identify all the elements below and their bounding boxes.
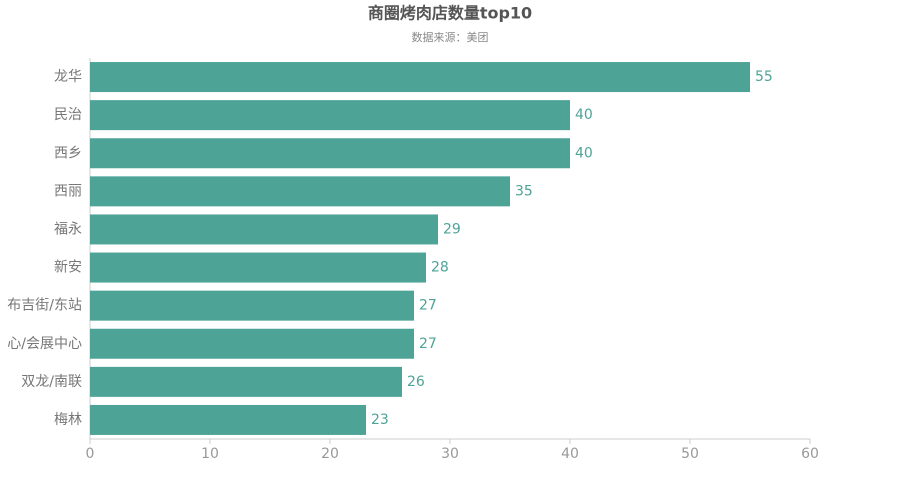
value-label: 23 <box>371 412 389 428</box>
x-tick-label: 30 <box>441 446 459 462</box>
value-label: 28 <box>431 260 449 276</box>
bar <box>90 138 570 169</box>
value-label: 27 <box>419 336 437 352</box>
bar <box>90 404 366 435</box>
x-tick-label: 20 <box>321 446 339 462</box>
chart-subtitle: 数据来源：美团 <box>412 30 489 44</box>
bar <box>90 62 750 93</box>
y-tick-label: 福永 <box>54 221 82 237</box>
y-tick-label: 新安 <box>54 260 82 276</box>
value-label: 40 <box>575 145 593 161</box>
bar <box>90 252 426 283</box>
y-tick-label: 梅林 <box>54 412 82 428</box>
x-tick-label: 40 <box>561 446 579 462</box>
x-tick-label: 50 <box>681 446 699 462</box>
bar <box>90 366 402 397</box>
y-tick-label: 心/会展中心 <box>7 336 82 352</box>
bar <box>90 214 438 245</box>
y-tick-label: 民治 <box>54 107 82 123</box>
bar <box>90 176 510 207</box>
value-label: 26 <box>407 374 425 390</box>
y-tick-label: 龙华 <box>54 69 82 85</box>
bar <box>90 290 414 321</box>
bar <box>90 100 570 131</box>
value-label: 29 <box>443 221 461 237</box>
value-label: 35 <box>515 183 533 199</box>
x-tick-label: 0 <box>86 446 95 462</box>
x-tick-label: 10 <box>201 446 219 462</box>
y-tick-label: 西丽 <box>54 183 82 199</box>
x-tick-label: 60 <box>801 446 819 462</box>
bar <box>90 328 414 359</box>
chart-title: 商圈烤肉店数量top10 <box>368 4 532 23</box>
y-tick-label: 双龙/南联 <box>21 374 82 390</box>
y-tick-label: 西乡 <box>54 145 82 161</box>
value-label: 55 <box>755 69 773 85</box>
value-label: 27 <box>419 298 437 314</box>
value-label: 40 <box>575 107 593 123</box>
y-tick-label: 布吉街/东站 <box>7 298 82 314</box>
